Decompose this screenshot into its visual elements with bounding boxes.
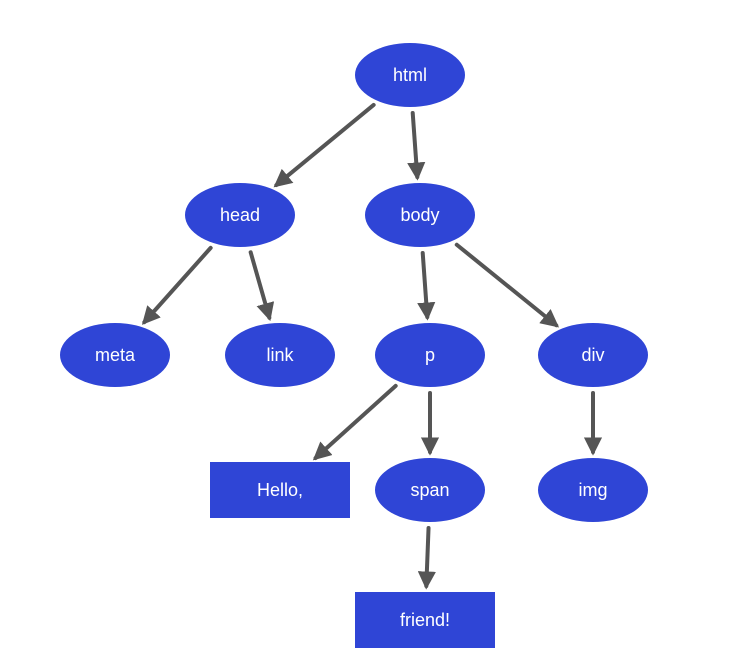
node-label-friend: friend! bbox=[400, 610, 450, 630]
node-label-div: div bbox=[581, 345, 604, 365]
node-div: div bbox=[538, 323, 648, 387]
node-span: span bbox=[375, 458, 485, 522]
edge-html-body bbox=[413, 113, 418, 177]
node-img: img bbox=[538, 458, 648, 522]
dom-tree-diagram: html head body meta link p div Hello, span img fri… bbox=[0, 0, 732, 665]
node-label-body: body bbox=[400, 205, 439, 225]
edge-head-meta bbox=[144, 248, 210, 322]
node-meta: meta bbox=[60, 323, 170, 387]
edge-body-p bbox=[423, 253, 428, 317]
nodes-group: html head body meta link p div Hello, span img fri… bbox=[60, 43, 648, 648]
node-html: html bbox=[355, 43, 465, 107]
node-label-html: html bbox=[393, 65, 427, 85]
node-label-hello: Hello, bbox=[257, 480, 303, 500]
node-label-link: link bbox=[266, 345, 294, 365]
node-label-meta: meta bbox=[95, 345, 136, 365]
edge-head-link bbox=[251, 252, 270, 317]
node-label-span: span bbox=[410, 480, 449, 500]
node-label-p: p bbox=[425, 345, 435, 365]
node-friend: friend! bbox=[355, 592, 495, 648]
node-head: head bbox=[185, 183, 295, 247]
node-p: p bbox=[375, 323, 485, 387]
node-body: body bbox=[365, 183, 475, 247]
node-link: link bbox=[225, 323, 335, 387]
edge-p-hello bbox=[316, 386, 396, 458]
edge-html-head bbox=[276, 105, 373, 185]
node-label-img: img bbox=[578, 480, 607, 500]
edge-body-div bbox=[457, 245, 556, 325]
node-label-head: head bbox=[220, 205, 260, 225]
node-hello: Hello, bbox=[210, 462, 350, 518]
edge-span-friend bbox=[426, 528, 428, 586]
